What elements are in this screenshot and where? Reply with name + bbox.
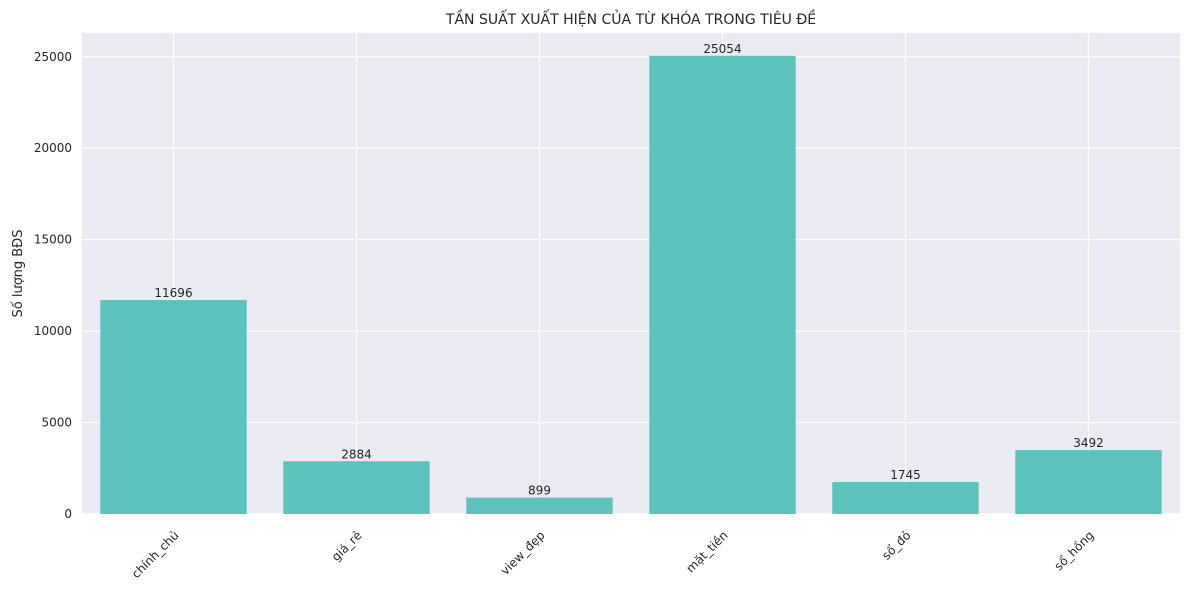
data-label: 2884 — [341, 447, 372, 461]
bar-4 — [649, 55, 796, 515]
bars: 11696 2884 899 25054 1745 3492 — [100, 42, 1162, 515]
bar-5 — [832, 482, 979, 514]
plot-area — [82, 33, 1180, 514]
y-tick-label: 25000 — [34, 50, 72, 64]
bar-6 — [1015, 450, 1162, 514]
data-label: 1745 — [890, 468, 921, 482]
y-tick-label: 10000 — [34, 324, 72, 338]
x-tick-label: view_đẹp — [498, 528, 548, 578]
y-tick-label: 5000 — [41, 416, 72, 430]
x-tick-label: sổ_đỏ — [879, 528, 913, 562]
x-tick-label: sổ_hồng — [1052, 528, 1097, 573]
data-label: 11696 — [154, 286, 192, 300]
y-tick-label: 20000 — [34, 141, 72, 155]
y-tick-label: 15000 — [34, 233, 72, 247]
x-tick-label: giá_rẻ — [329, 528, 365, 564]
chart-title: TẦN SUẤT XUẤT HIỆN CỦA TỪ KHÓA TRONG TIÊ… — [445, 9, 816, 28]
bar-1 — [100, 300, 247, 514]
data-label: 899 — [528, 484, 551, 498]
bar-3 — [466, 497, 613, 514]
y-axis-label: Số lượng BĐS — [11, 229, 26, 317]
x-tick-label: chính_chủ — [129, 528, 182, 581]
y-tick-label: 0 — [64, 507, 72, 521]
bar-2 — [283, 461, 430, 514]
data-label: 25054 — [703, 42, 741, 56]
data-label: 3492 — [1073, 436, 1104, 450]
x-tick-label: mặt_tiền — [683, 528, 730, 575]
